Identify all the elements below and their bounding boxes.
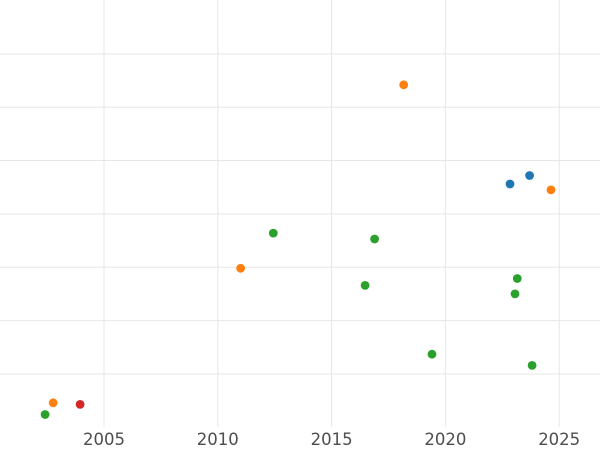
- data-point-green: [510, 289, 520, 299]
- x-tick-label: 2020: [424, 430, 466, 449]
- data-point-green: [268, 228, 278, 238]
- data-point-orange: [546, 185, 556, 195]
- x-tick-label: 2015: [311, 430, 353, 449]
- data-point-blue: [525, 171, 534, 180]
- data-point-green: [370, 234, 379, 244]
- data-point-green: [40, 410, 50, 419]
- data-point-orange: [236, 263, 246, 273]
- data-point-green: [427, 349, 437, 359]
- x-tick-label: 2010: [197, 430, 239, 449]
- data-point-green: [527, 361, 537, 370]
- data-point-orange: [48, 398, 58, 408]
- data-point-green: [512, 274, 522, 283]
- data-point-red: [75, 400, 85, 409]
- x-tick-label: 2005: [83, 430, 125, 449]
- data-point-green: [360, 281, 370, 290]
- data-point-blue: [505, 179, 515, 189]
- data-point-orange: [399, 80, 409, 90]
- x-tick-label: 2025: [538, 430, 580, 449]
